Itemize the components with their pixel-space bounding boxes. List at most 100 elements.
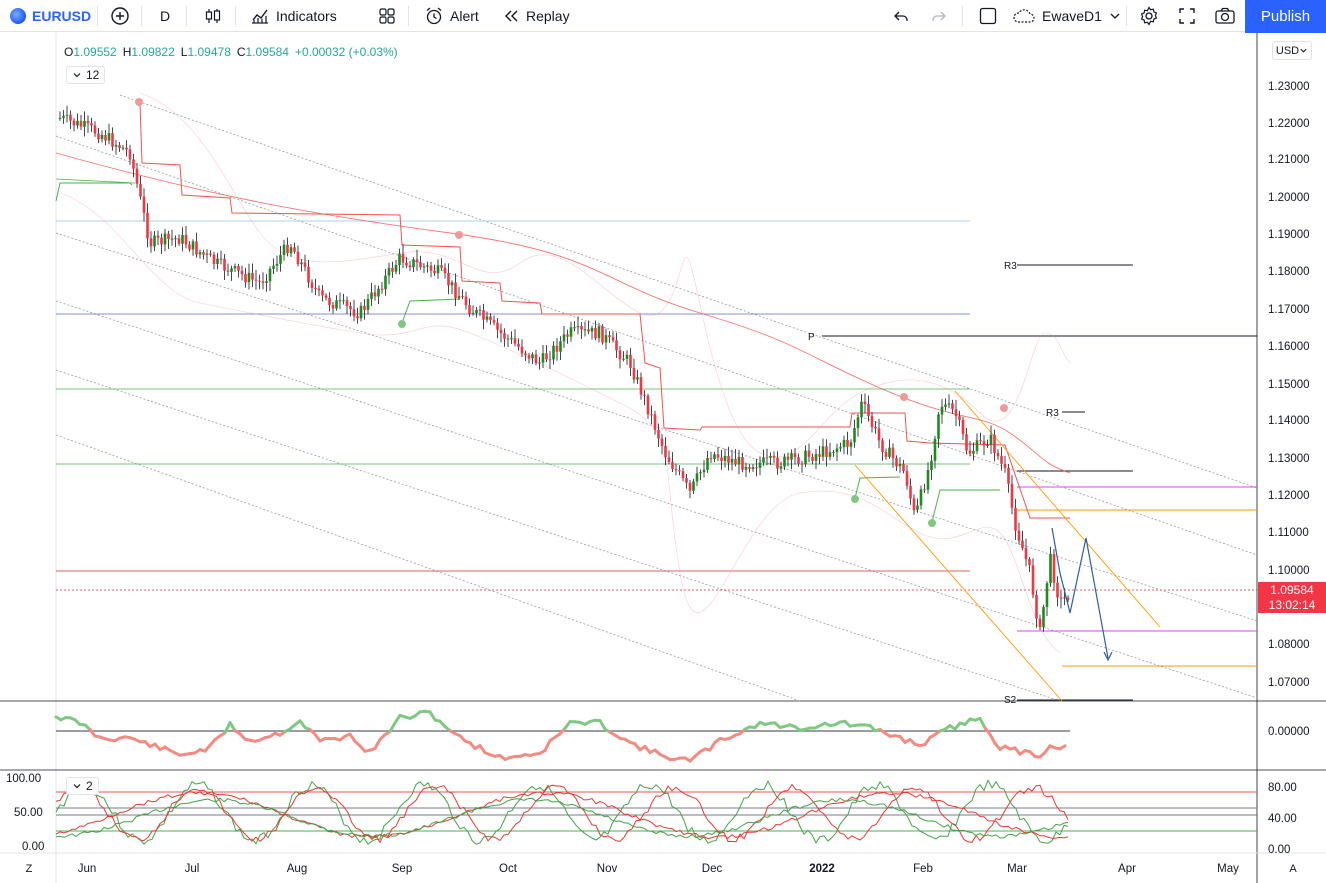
candle-body [471,313,475,315]
candle-body [286,244,289,254]
candle-body [370,292,373,299]
candle-body [135,168,139,184]
candle-body [667,457,671,463]
candle-body [839,447,842,449]
candle-body [205,253,209,255]
candle-body [1000,456,1003,464]
candle-body [926,469,930,490]
osc2-collapse-button[interactable]: 2 [66,777,99,795]
chevron-down-icon [73,784,81,789]
candle-body [552,345,555,360]
timezone-button[interactable]: Z [25,863,33,875]
redo-button[interactable] [930,0,948,32]
candle-body [657,429,660,439]
replay-button[interactable]: Replay [502,0,570,32]
candle-body [727,455,730,463]
interval-label: D [160,8,171,24]
publish-button[interactable]: Publish [1245,0,1326,33]
candle-body [919,489,923,506]
price-label: 1.16000 [1268,341,1310,353]
candle-body [825,446,828,457]
candle-body [993,434,996,454]
candle-body [1024,548,1028,560]
candle-body [807,450,811,457]
candle-body [587,329,590,332]
indicators-collapse-button[interactable]: 12 [66,66,106,84]
candle-body [1042,606,1045,627]
candle-body [121,147,125,149]
candle-body [1059,597,1063,599]
candle-body [223,258,226,271]
indicators-button[interactable]: Indicators [250,0,337,32]
candle-body [940,406,944,415]
candle-body [1031,565,1035,595]
alert-button[interactable]: Alert [424,0,479,32]
candle-body [958,416,961,420]
time-label: May [1217,863,1239,875]
candle-body [489,316,492,321]
candle-body [65,114,69,116]
candle-body [1021,540,1024,549]
candle-body [72,120,76,126]
candle-body [954,409,958,417]
maximize-button[interactable] [1178,0,1196,32]
candle-body [996,453,1000,457]
osc1-axis-label: 0.00000 [1268,726,1310,738]
templates-button[interactable] [378,0,396,32]
candle-body [265,281,268,284]
candle-body [93,125,97,134]
currency-button[interactable]: USD [1272,41,1312,60]
candle-body [111,133,114,147]
layout-menu-button[interactable]: EwaveD1 [1012,0,1122,32]
candle-body [604,335,608,343]
candle-body [349,305,352,310]
envelope-bands [59,92,1071,654]
candle-body [188,244,191,250]
candle-body [629,354,632,368]
candle-body [821,446,825,457]
auto-scale-button[interactable]: A [1289,863,1297,875]
candle-body [191,241,195,250]
support-lines [55,178,1000,523]
chart-type-button[interactable] [203,0,223,32]
candle-body [842,439,846,448]
candle-body [426,265,429,267]
last-price-tag: 1.09584 [1258,582,1326,598]
candle-body [891,447,895,459]
candle-body [366,298,370,310]
candle-body [321,290,324,296]
osc2-right-label-0: 0.00 [1268,844,1290,856]
undo-button[interactable] [892,0,910,32]
candle-body [443,267,447,274]
symbol-search[interactable]: EURUSD [10,0,91,32]
candle-body [846,439,849,447]
chart-canvas[interactable]: R3 P R3 S2 1.230001.220001.210001.200001… [0,33,1326,883]
candle-body [296,251,300,265]
candle-body [83,120,86,127]
settings-button[interactable] [1139,0,1159,32]
price-label: 1.22000 [1268,118,1310,130]
candle-body [625,354,629,359]
candle-body [1017,530,1021,541]
compare-symbol-button[interactable] [110,0,130,32]
candle-body [412,259,415,268]
candle-body [272,265,275,269]
open-value: 1.09552 [73,45,117,59]
fullscreen-toggle-button[interactable] [978,0,998,32]
candle-body [90,123,93,126]
interval-button[interactable]: D [160,0,170,32]
alert-label: Alert [450,8,479,24]
candle-body [377,288,380,297]
candle-body [944,404,947,407]
candle-body [580,326,583,330]
candle-body [464,296,468,306]
candle-body [678,470,681,472]
osc1-segment [428,710,437,722]
pivot-label-s2: S2 [1004,695,1017,706]
candle-body [895,458,898,467]
candle-body [422,266,426,268]
osc2-long-line-red [55,791,1069,840]
candle-body [832,452,835,454]
candle-body [982,441,986,446]
snapshot-button[interactable] [1214,0,1236,32]
